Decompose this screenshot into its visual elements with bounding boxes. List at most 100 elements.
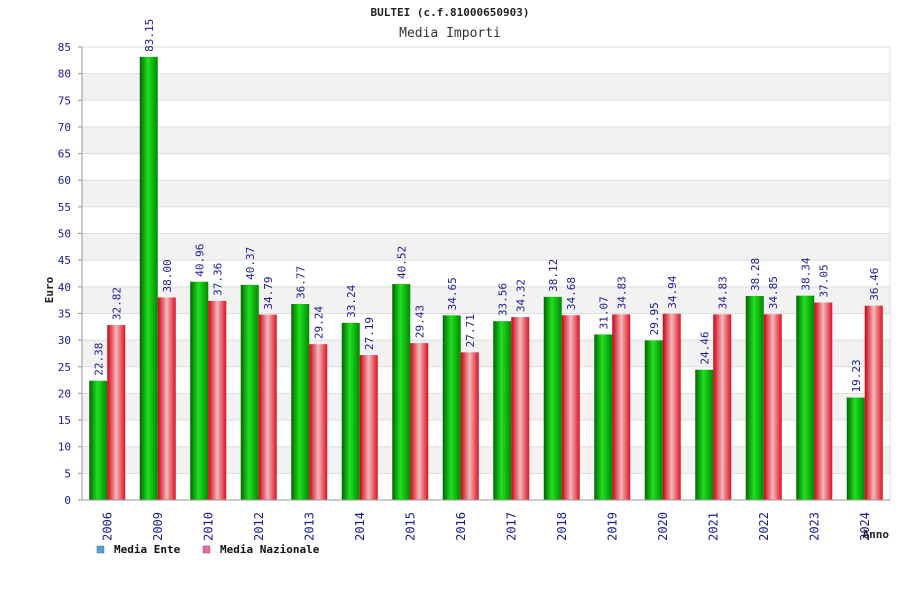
y-tick-label: 35 <box>58 307 71 320</box>
y-ticks: 0 5 10 15 20 25 30 35 40 45 50 55 60 65 70 75 80 85 <box>58 41 82 507</box>
data-label-media-ente-2024: 19.23 <box>850 359 863 392</box>
bar-media-ente-2010 <box>190 281 209 500</box>
bar-media-nazionale-2013 <box>309 344 328 500</box>
data-label-media-ente-2010: 40.96 <box>193 244 206 277</box>
y-tick-label: 15 <box>58 414 71 427</box>
bar-media-nazionale-2012 <box>258 314 277 500</box>
bar-media-nazionale-2014 <box>359 355 378 500</box>
data-label-media-nazionale-2013: 29.24 <box>312 306 325 339</box>
legend: Media Ente Media Nazionale <box>96 543 320 556</box>
y-tick-label: 85 <box>58 41 71 54</box>
y-tick-label: 80 <box>58 68 71 81</box>
data-label-media-nazionale-2018: 34.68 <box>565 277 578 310</box>
grid-band <box>82 233 890 261</box>
bar-media-ente-2021 <box>695 369 714 500</box>
bar-media-ente-2023 <box>796 295 815 500</box>
bar-media-nazionale-2019 <box>612 314 631 500</box>
chart-title: BULTEI (c.f.81000650903) <box>371 6 530 19</box>
data-label-media-nazionale-2016: 27.71 <box>464 314 477 347</box>
y-tick-label: 70 <box>58 121 71 134</box>
bar-media-ente-2024 <box>846 397 865 500</box>
x-tick-label-2015: 2015 <box>403 512 417 541</box>
bar-media-nazionale-2017 <box>511 317 530 500</box>
y-tick-label: 5 <box>64 467 71 480</box>
bar-media-ente-2006 <box>89 380 108 500</box>
bar-media-ente-2012 <box>240 284 259 500</box>
bar-media-ente-2019 <box>594 334 613 500</box>
x-tick-label-2013: 2013 <box>302 512 316 541</box>
bar-media-nazionale-2009 <box>157 297 176 500</box>
x-tick-label-2006: 2006 <box>100 512 114 541</box>
data-label-media-ente-2023: 38.34 <box>799 257 812 290</box>
data-label-media-ente-2022: 38.28 <box>749 258 762 291</box>
data-label-media-ente-2021: 24.46 <box>698 332 711 365</box>
y-tick-label: 40 <box>58 281 71 294</box>
y-tick-label: 30 <box>58 334 71 347</box>
data-label-media-ente-2015: 40.52 <box>395 246 408 279</box>
bar-media-nazionale-2024 <box>864 305 883 500</box>
x-tick-label-2020: 2020 <box>656 512 670 541</box>
legend-swatch-media-ente <box>96 545 105 554</box>
bar-media-nazionale-2016 <box>460 352 479 500</box>
data-label-media-nazionale-2012: 34.79 <box>262 276 275 309</box>
data-label-media-ente-2018: 38.12 <box>547 259 560 292</box>
y-tick-label: 75 <box>58 94 71 107</box>
legend-swatch-media-nazionale <box>202 545 211 554</box>
bar-media-ente-2017 <box>493 321 512 500</box>
bar-media-nazionale-2022 <box>763 314 782 500</box>
data-label-media-nazionale-2009: 38.00 <box>161 259 174 292</box>
x-ticks: 2006 2009 2010 2012 2013 2014 2015 2016 2017 2018… <box>100 512 872 541</box>
axes <box>81 47 890 501</box>
y-tick-label: 60 <box>58 174 71 187</box>
x-tick-label-2023: 2023 <box>807 512 821 541</box>
y-tick-label: 50 <box>58 228 71 241</box>
bar-media-ente-2016 <box>442 315 461 500</box>
grid-band <box>82 180 890 207</box>
y-axis-label: Euro <box>43 276 56 303</box>
x-tick-label-2012: 2012 <box>252 512 266 541</box>
data-label-media-nazionale-2010: 37.36 <box>211 263 224 296</box>
bar-media-nazionale-2020 <box>662 313 681 500</box>
x-tick-label-2024: 2024 <box>858 512 872 541</box>
x-tick-label-2010: 2010 <box>201 512 215 541</box>
bar-media-ente-2015 <box>392 284 411 500</box>
data-label-media-nazionale-2015: 29.43 <box>413 305 426 338</box>
y-tick-label: 25 <box>58 361 71 374</box>
data-label-media-ente-2019: 31.07 <box>597 296 610 329</box>
data-label-media-nazionale-2021: 34.83 <box>716 276 729 309</box>
bar-media-ente-2020 <box>644 340 663 500</box>
y-tick-label: 10 <box>58 441 71 454</box>
y-tick-label: 20 <box>58 387 71 400</box>
bar-media-nazionale-2006 <box>107 325 126 500</box>
data-label-media-nazionale-2024: 36.46 <box>868 268 881 301</box>
legend-label-media-nazionale: Media Nazionale <box>220 543 320 556</box>
x-tick-label-2016: 2016 <box>454 512 468 541</box>
y-tick-label: 55 <box>58 201 71 214</box>
grid-band <box>82 73 890 101</box>
x-tick-label-2022: 2022 <box>757 512 771 541</box>
bar-media-nazionale-2018 <box>561 315 580 500</box>
bar-media-nazionale-2023 <box>814 302 833 500</box>
x-tick-label-2019: 2019 <box>605 512 619 541</box>
data-label-media-nazionale-2006: 32.82 <box>110 287 123 320</box>
bar-media-nazionale-2010 <box>208 300 227 500</box>
data-label-media-ente-2017: 33.56 <box>496 283 509 316</box>
y-tick-label: 65 <box>58 148 71 161</box>
x-tick-label-2014: 2014 <box>353 512 367 541</box>
data-label-media-nazionale-2022: 34.85 <box>767 276 780 309</box>
bar-media-ente-2018 <box>543 296 562 500</box>
chart-subtitle: Media Importi <box>399 26 501 41</box>
data-label-media-nazionale-2017: 34.32 <box>514 279 527 312</box>
bar-media-ente-2009 <box>139 56 158 501</box>
data-label-media-nazionale-2020: 34.94 <box>666 275 679 308</box>
bar-media-ente-2014 <box>341 322 360 500</box>
x-tick-label-2021: 2021 <box>706 512 720 541</box>
x-axis-label: Anno <box>863 528 890 541</box>
data-label-media-ente-2006: 22.38 <box>92 343 105 376</box>
legend-label-media-ente: Media Ente <box>114 543 181 556</box>
data-label-media-nazionale-2023: 37.05 <box>817 264 830 297</box>
x-tick-label-2017: 2017 <box>504 512 518 541</box>
bars <box>89 56 883 501</box>
